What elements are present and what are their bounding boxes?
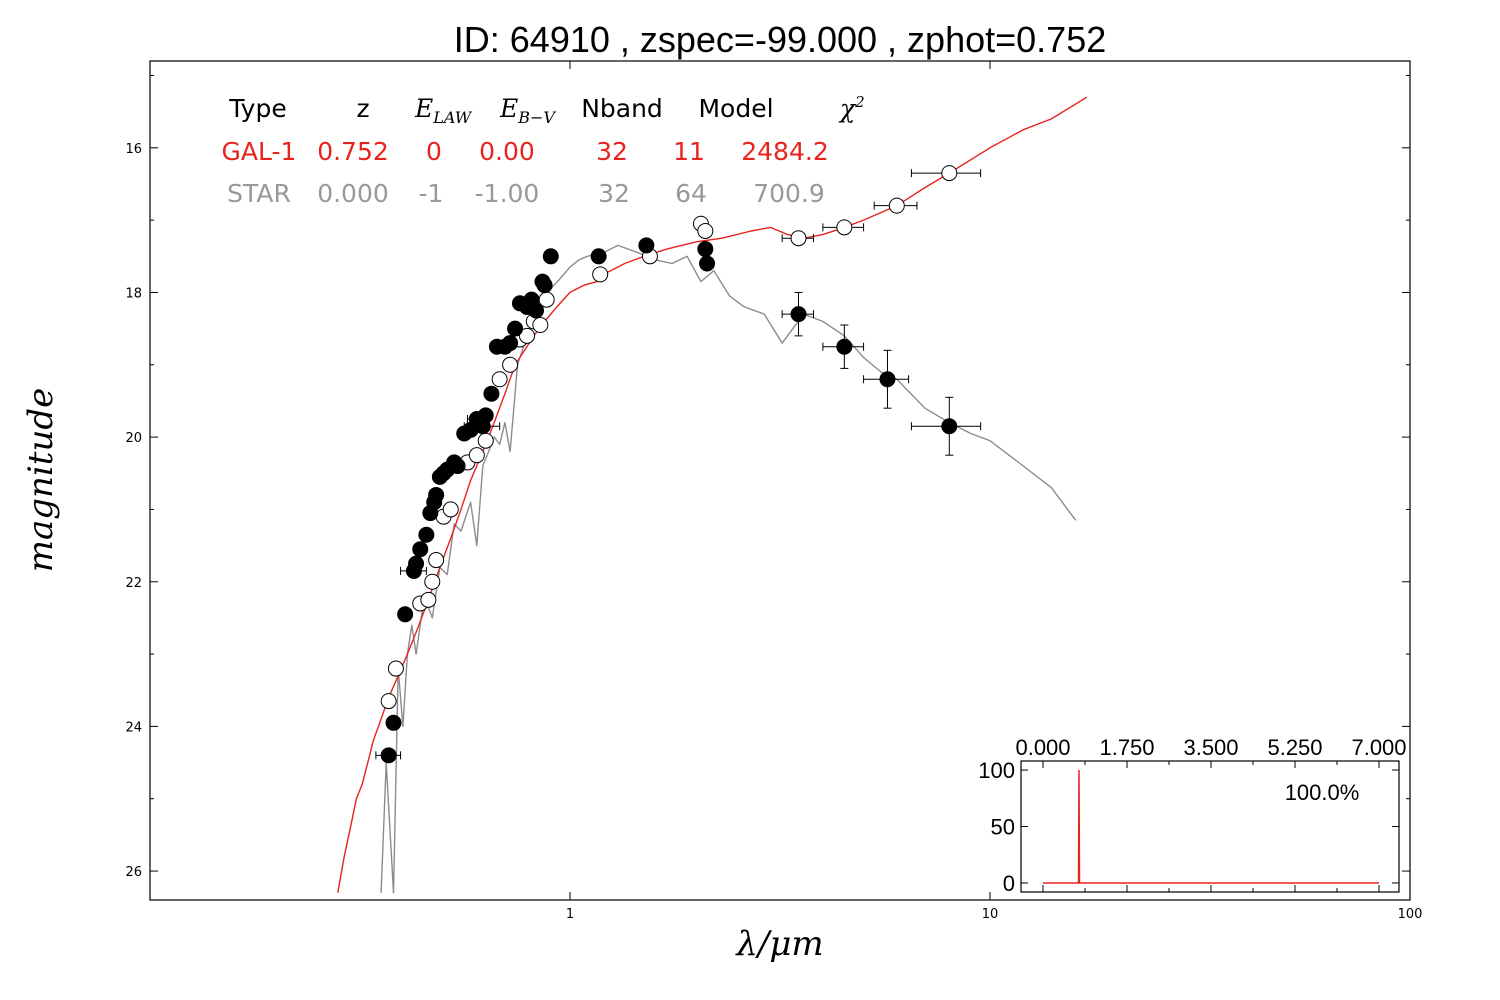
model-point [532,316,549,333]
table-header-ebv: EB−V [499,94,556,127]
y-tick-label: 18 [125,286,142,301]
row-gal-elaw: 0 [426,137,442,166]
y-tick-label: 16 [125,142,142,157]
table-header-chi2: χ2 [838,93,865,123]
model-point [428,552,445,569]
row-gal-z: 0.752 [317,137,389,166]
model-point [790,230,807,247]
observed-point [477,407,494,424]
y-tick-label: 26 [125,865,142,880]
row-gal-nband: 32 [596,137,628,166]
observed-point [941,418,958,435]
row-star-model: 64 [675,179,707,208]
inset-x-tick-label: 5.250 [1267,735,1322,760]
row-star-z: 0.000 [317,179,389,208]
observed-point [502,335,519,352]
model-point [502,356,519,373]
model-point [888,197,905,214]
observed-point [638,237,655,254]
chart-title: ID: 64910 , zspec=-99.000 , zphot=0.752 [454,19,1106,60]
table-header-type: Type [228,94,286,123]
model-point [420,591,437,608]
observed-point [412,541,429,558]
inset-frame [1020,760,1400,893]
observed-point [790,306,807,323]
plot-frame [149,60,1411,901]
inset-x-tick-label: 7.000 [1351,735,1406,760]
observed-point [879,371,896,388]
observed-point [697,241,714,258]
photometry-points [375,165,982,764]
row-star-elaw: -1 [419,179,444,208]
inset-axis-ticks: 0.000 1.750 3.500 5.250 7.000 0 50 100 [978,735,1406,896]
inset-y-tick-label: 100 [978,758,1015,783]
row-star-nband: 32 [598,179,630,208]
observed-point [836,338,853,355]
y-tick-label: 22 [125,576,142,591]
observed-point [428,486,445,503]
observed-point [590,248,607,265]
model-point [491,371,508,388]
observed-point [507,320,524,337]
fit-table: Type z ELAW EB−V Nband Model χ2 GAL-1 0.… [222,93,865,208]
model-point [424,573,441,590]
observed-point [380,747,397,764]
x-tick-label: 1 [566,907,574,922]
inset-x-tick-label: 3.500 [1183,735,1238,760]
observed-point [385,714,402,731]
y-axis-label: magnitude [21,388,61,573]
inset-x-tick-label: 0.000 [1015,735,1070,760]
inset-x-tick-label: 1.750 [1099,735,1154,760]
row-star-ebv: -1.00 [475,179,540,208]
observed-point [542,248,559,265]
model-point [442,501,459,518]
observed-point [408,555,425,572]
table-header-model: Model [698,94,773,123]
observed-point [483,385,500,402]
inset-y-tick-label: 50 [991,815,1015,840]
table-header-elaw: ELAW [414,94,473,127]
row-gal-chi2: 2484.2 [741,137,828,166]
model-point [468,447,485,464]
model-point [941,165,958,182]
model-curves [337,96,1088,894]
model-point [380,693,397,710]
star-model-line [380,244,1077,894]
row-gal-model: 11 [673,137,705,166]
inset-y-tick-label: 0 [1003,871,1015,896]
table-header-z: z [356,94,369,123]
row-gal-ebv: 0.00 [479,137,535,166]
x-tick-label: 10 [982,907,999,922]
y-tick-label: 20 [125,431,142,446]
model-point [387,660,404,677]
x-axis-label: λ/μm [734,924,823,964]
model-point [477,432,494,449]
observed-point [699,255,716,272]
row-gal-type: GAL-1 [222,137,297,166]
inset-annotation: 100.0% [1285,780,1360,805]
inset-pdf-line [1043,769,1379,884]
x-tick-label: 100 [1398,907,1423,922]
row-star-chi2: 700.9 [753,179,825,208]
observed-point [418,526,435,543]
observed-point [397,606,414,623]
model-point [697,222,714,239]
model-point [519,327,536,344]
observed-point [536,277,553,294]
redshift-pdf-inset: 0.000 1.750 3.500 5.250 7.000 0 50 100 100.0% [978,735,1406,896]
y-tick-label: 24 [125,720,142,735]
row-star-type: STAR [227,179,291,208]
galaxy-model-line [337,96,1088,893]
observed-point [449,458,466,475]
model-point [592,266,609,283]
table-header-nband: Nband [581,94,663,123]
model-point [836,219,853,236]
observed-point [528,302,545,319]
